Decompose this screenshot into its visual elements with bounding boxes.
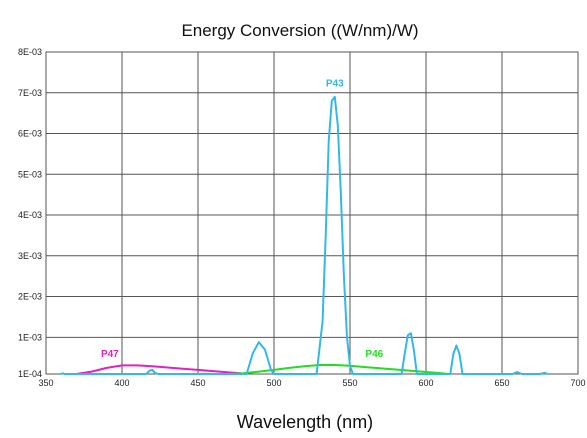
series-label-p47: P47 — [101, 349, 119, 360]
y-tick-label: 5E-03 — [18, 169, 42, 179]
x-tick-label: 450 — [190, 378, 205, 388]
x-tick-label: 700 — [570, 378, 585, 388]
x-tick-label: 650 — [494, 378, 509, 388]
x-tick-label: 500 — [266, 378, 281, 388]
x-tick-label: 600 — [418, 378, 433, 388]
grid-layer — [46, 52, 578, 374]
x-tick-label: 550 — [342, 378, 357, 388]
y-tick-label: 8E-03 — [18, 47, 42, 57]
axis-layer: 350 400 450 500 550 600 650 700 1E-04 1E-03 2E-03 3… — [18, 47, 586, 388]
series-line-p46 — [227, 364, 450, 375]
series-line-p43 — [60, 95, 549, 375]
series-layer — [60, 95, 549, 375]
series-label-p46: P46 — [365, 349, 383, 360]
series-label-layer: P47 P46 P43 — [101, 79, 384, 360]
x-tick-label: 350 — [38, 378, 53, 388]
y-tick-label: 4E-03 — [18, 210, 42, 220]
series-line-p47 — [75, 364, 245, 375]
series-label-p43: P43 — [326, 79, 344, 90]
chart-title: Energy Conversion ((W/nm)/W) — [181, 21, 418, 40]
y-tick-label: 7E-03 — [18, 88, 42, 98]
plot-border — [45, 51, 579, 375]
y-tick-label: 2E-03 — [18, 292, 42, 302]
x-tick-label: 400 — [114, 378, 129, 388]
y-tick-label: 1E-04 — [18, 369, 42, 379]
y-tick-label: 6E-03 — [18, 129, 42, 139]
x-axis-label: Wavelength (nm) — [237, 412, 373, 432]
y-tick-label: 1E-03 — [18, 332, 42, 342]
y-tick-label: 3E-03 — [18, 251, 42, 261]
